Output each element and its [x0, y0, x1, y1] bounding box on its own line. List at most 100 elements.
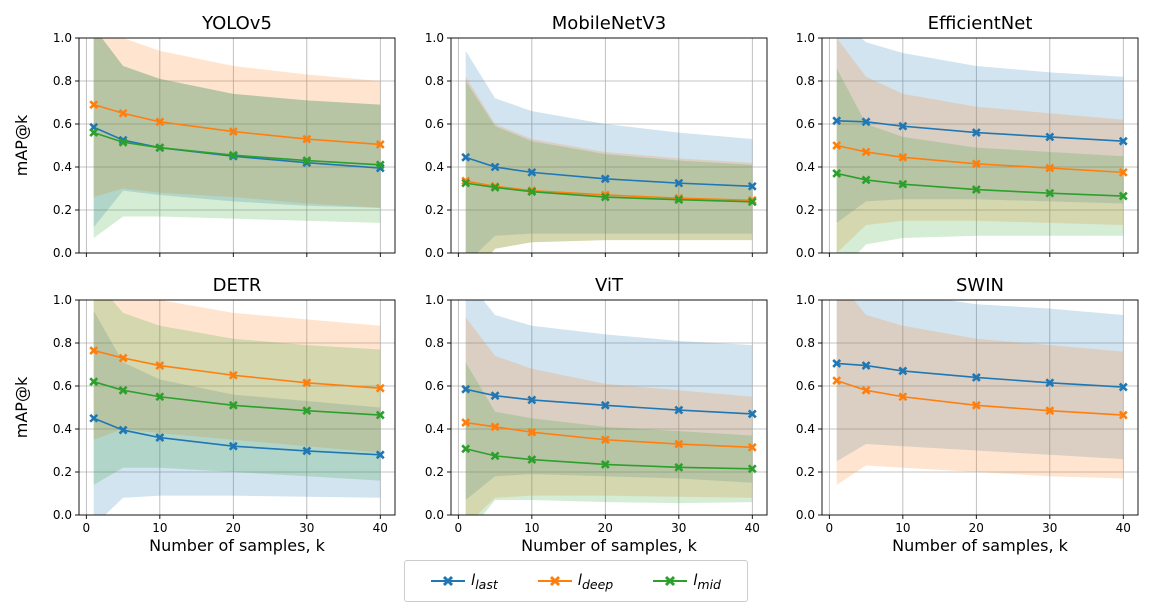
point-l-deep: [1045, 406, 1055, 416]
y-tick-label: 0.4: [425, 422, 444, 436]
series-line-l-last: [836, 119, 1124, 142]
y-tick-label: 0.6: [796, 117, 815, 131]
y-tick-label: 0.6: [53, 117, 72, 131]
x-tick-label: 30: [671, 521, 686, 535]
point-l-deep: [600, 435, 610, 445]
point-l-deep: [971, 159, 981, 169]
y-tick-label: 1.0: [796, 293, 815, 307]
x-tick-label: 10: [524, 521, 539, 535]
panel-detr: 0 10 20 30 40 0.0 0.2 0.4 0.6 0.8 1.0 DETR Number of…: [12, 275, 396, 555]
point-l-last: [1045, 378, 1055, 388]
series-line-l-deep: [836, 144, 1124, 174]
point-l-mid: [971, 185, 981, 194]
y-tick-label: 0.8: [53, 74, 72, 88]
series-line-l-last: [836, 362, 1124, 388]
point-l-last: [461, 384, 471, 394]
point-l-mid: [461, 178, 471, 188]
point-l-last: [861, 117, 871, 127]
band-l-mid: [465, 362, 753, 515]
point-l-deep: [747, 442, 757, 452]
point-l-last: [674, 405, 684, 415]
point-l-mid: [155, 143, 165, 153]
legend-marker-l-deep-icon: [537, 575, 572, 587]
point-l-deep: [228, 370, 238, 380]
band-l-mid: [465, 81, 753, 253]
point-l-mid: [861, 175, 871, 185]
point-l-deep: [898, 152, 908, 162]
panel-title: ViT: [595, 275, 624, 296]
x-tick-label: 40: [373, 521, 388, 535]
point-l-last: [527, 395, 537, 405]
panel-vit: 0 10 20 30 40 0.0 0.2 0.4 0.6 0.8 1.0 ViT Number of …: [425, 275, 768, 555]
point-l-mid: [527, 187, 537, 197]
y-tick-label: 0.2: [425, 203, 444, 217]
point-l-deep: [375, 383, 385, 393]
x-tick-label: 10: [152, 521, 167, 535]
y-tick-label: 1.0: [425, 293, 444, 307]
x-tick-label: 20: [969, 521, 984, 535]
band-l-deep: [836, 300, 1124, 485]
point-l-deep: [832, 141, 842, 150]
point-l-last: [832, 116, 842, 126]
band-l-deep: [465, 76, 753, 253]
y-tick-label: 0.8: [425, 336, 444, 350]
panel-title: DETR: [213, 275, 262, 296]
x-tick-label: 10: [895, 521, 910, 535]
point-l-last: [898, 121, 908, 131]
point-l-deep: [832, 376, 842, 386]
point-l-last: [600, 174, 610, 184]
legend-item-l-deep: ldeep: [537, 571, 613, 592]
x-axis-label: Number of samples, k: [892, 536, 1069, 555]
point-l-deep: [1118, 410, 1128, 420]
panel-efficientnet: 0.0 0.2 0.4 0.6 0.8 1.0 EfficientNet: [796, 13, 1139, 260]
point-l-mid: [118, 137, 128, 147]
legend-label-l-mid: lmid: [693, 570, 721, 592]
point-l-mid: [1045, 188, 1055, 198]
point-l-mid: [527, 455, 537, 464]
legend-marker-l-mid-icon: [653, 575, 688, 587]
point-l-deep: [490, 422, 500, 432]
y-tick-label: 0.8: [796, 336, 815, 350]
y-tick-label: 0.2: [53, 465, 72, 479]
point-l-last: [747, 409, 757, 419]
legend-item-l-mid: lmid: [653, 571, 721, 592]
panel-title: YOLOv5: [201, 13, 272, 34]
band-l-mid: [93, 38, 381, 238]
x-tick-label: 0: [455, 521, 463, 535]
point-l-last: [747, 181, 757, 191]
point-l-mid: [118, 385, 128, 395]
axes-frame: [821, 299, 1139, 516]
point-l-last: [490, 391, 500, 401]
series-line-l-last: [465, 388, 753, 415]
point-l-last: [898, 366, 908, 376]
y-tick-label: 0.2: [796, 203, 815, 217]
point-l-mid: [747, 464, 757, 474]
point-l-mid: [898, 179, 908, 189]
band-l-last: [465, 300, 753, 500]
point-l-deep: [527, 427, 537, 437]
y-tick-label: 1.0: [53, 293, 72, 307]
point-l-last: [527, 167, 537, 177]
y-tick-label: 1.0: [796, 31, 815, 45]
legend-label-l-last: llast: [471, 570, 498, 592]
panel-title: SWIN: [956, 275, 1004, 296]
point-l-mid: [89, 128, 99, 138]
point-l-mid: [600, 460, 610, 469]
y-tick-label: 0.4: [425, 160, 444, 174]
legend-item-l-last: llast: [431, 571, 498, 592]
y-tick-label: 1.0: [425, 31, 444, 45]
point-l-mid: [674, 462, 684, 472]
point-l-deep: [118, 353, 128, 363]
point-l-last: [674, 178, 684, 188]
x-tick-label: 40: [745, 521, 760, 535]
y-tick-label: 0.6: [796, 379, 815, 393]
x-tick-label: 0: [826, 521, 834, 535]
x-tick-label: 30: [1042, 521, 1057, 535]
x-tick-label: 20: [598, 521, 613, 535]
y-tick-label: 0.8: [53, 336, 72, 350]
point-l-last: [861, 361, 871, 370]
y-tick-label: 0.4: [796, 422, 815, 436]
series-line-l-deep: [836, 379, 1124, 416]
y-tick-label: 0.2: [425, 465, 444, 479]
point-l-mid: [832, 169, 842, 178]
